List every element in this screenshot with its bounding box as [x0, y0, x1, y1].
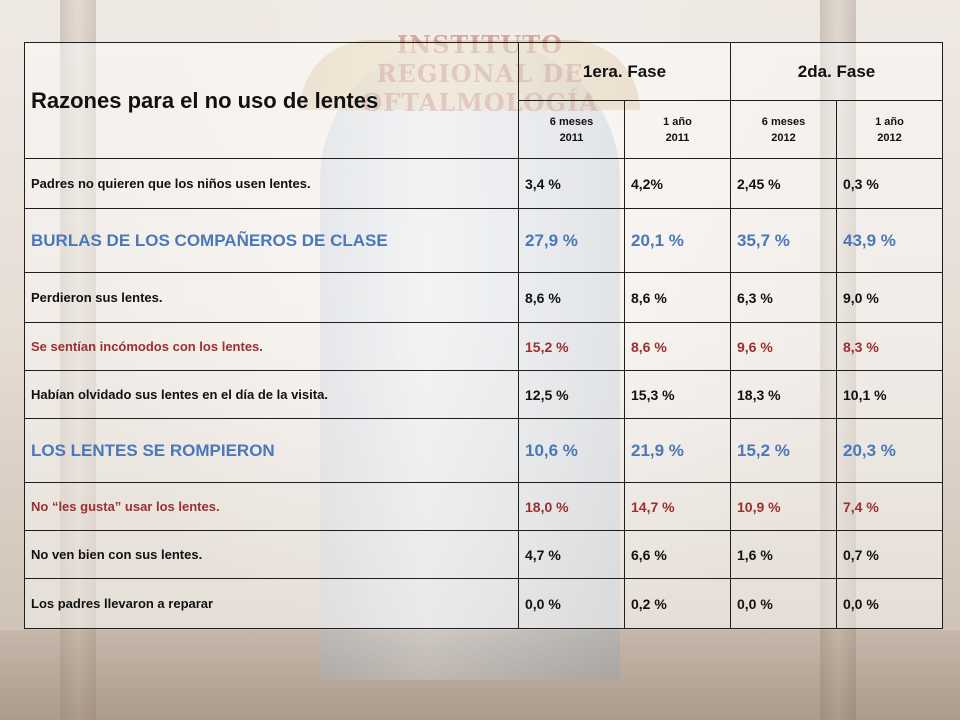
- value-cell: 4,2%: [624, 158, 731, 209]
- value-cell: 6,3 %: [730, 272, 837, 323]
- header-row-phases: Razones para el no uso de lentes 1era. F…: [24, 42, 943, 159]
- table-row: Padres no quieren que los niños usen len…: [24, 158, 943, 209]
- table-row: LOS LENTES SE ROMPIERON 10,6 % 21,9 % 15,2 …: [24, 418, 943, 483]
- reason-cell: LOS LENTES SE ROMPIERON: [24, 418, 519, 483]
- value-cell: 1,6 %: [730, 530, 837, 579]
- value-cell: 20,1 %: [624, 208, 731, 273]
- value-cell: 0,3 %: [836, 158, 943, 209]
- value-cell: 14,7 %: [624, 482, 731, 531]
- value-cell: 8,6 %: [518, 272, 625, 323]
- period-header: 1 año 2012: [836, 100, 943, 159]
- reason-cell: Se sentían incómodos con los lentes.: [24, 322, 519, 371]
- value-cell: 21,9 %: [624, 418, 731, 483]
- period-header: 6 meses 2011: [518, 100, 625, 159]
- table-row: Se sentían incómodos con los lentes. 15,2…: [24, 322, 943, 371]
- value-cell: 8,6 %: [624, 272, 731, 323]
- phase-1-header: 1era. Fase: [518, 42, 731, 101]
- reason-cell: No ven bien con sus lentes.: [24, 530, 519, 579]
- value-cell: 18,3 %: [730, 370, 837, 419]
- period-header: 6 meses 2012: [730, 100, 837, 159]
- table-title: Razones para el no uso de lentes: [24, 42, 519, 159]
- value-cell: 0,2 %: [624, 578, 731, 629]
- value-cell: 0,0 %: [730, 578, 837, 629]
- value-cell: 9,0 %: [836, 272, 943, 323]
- table-row: Los padres llevaron a reparar 0,0 % 0,2 % 0…: [24, 578, 943, 629]
- table-row: Habían olvidado sus lentes en el día de …: [24, 370, 943, 419]
- reason-cell: Padres no quieren que los niños usen len…: [24, 158, 519, 209]
- value-cell: 10,6 %: [518, 418, 625, 483]
- value-cell: 7,4 %: [836, 482, 943, 531]
- value-cell: 4,7 %: [518, 530, 625, 579]
- header-row-periods: 6 meses 2011 1 año 2011 6 meses 2012 1 año 2…: [25, 100, 943, 159]
- value-cell: 6,6 %: [624, 530, 731, 579]
- value-cell: 8,6 %: [624, 322, 731, 371]
- value-cell: 3,4 %: [518, 158, 625, 209]
- reasons-table: Razones para el no uso de lentes 1era. F…: [24, 42, 943, 629]
- value-cell: 10,1 %: [836, 370, 943, 419]
- value-cell: 15,2 %: [730, 418, 837, 483]
- reason-cell: Los padres llevaron a reparar: [24, 578, 519, 629]
- value-cell: 0,0 %: [518, 578, 625, 629]
- background-ground: [0, 630, 960, 720]
- value-cell: 8,3 %: [836, 322, 943, 371]
- period-header: 1 año 2011: [624, 100, 731, 159]
- table-row: No “les gusta” usar los lentes. 18,0 % 14,…: [24, 482, 943, 531]
- reason-cell: Perdieron sus lentes.: [24, 272, 519, 323]
- value-cell: 2,45 %: [730, 158, 837, 209]
- value-cell: 9,6 %: [730, 322, 837, 371]
- value-cell: 20,3 %: [836, 418, 943, 483]
- value-cell: 15,3 %: [624, 370, 731, 419]
- value-cell: 43,9 %: [836, 208, 943, 273]
- value-cell: 12,5 %: [518, 370, 625, 419]
- reason-cell: No “les gusta” usar los lentes.: [24, 482, 519, 531]
- table-row: BURLAS DE LOS COMPAÑEROS DE CLASE 27,9 % 2…: [24, 208, 943, 273]
- value-cell: 0,7 %: [836, 530, 943, 579]
- value-cell: 18,0 %: [518, 482, 625, 531]
- table-row: Perdieron sus lentes. 8,6 % 8,6 % 6,3 % 9,0 …: [24, 272, 943, 323]
- table-row: No ven bien con sus lentes. 4,7 % 6,6 % 1,6…: [24, 530, 943, 579]
- value-cell: 35,7 %: [730, 208, 837, 273]
- value-cell: 10,9 %: [730, 482, 837, 531]
- value-cell: 15,2 %: [518, 322, 625, 371]
- value-cell: 0,0 %: [836, 578, 943, 629]
- phase-2-header: 2da. Fase: [730, 42, 943, 101]
- reason-cell: Habían olvidado sus lentes en el día de …: [24, 370, 519, 419]
- reason-cell: BURLAS DE LOS COMPAÑEROS DE CLASE: [24, 208, 519, 273]
- value-cell: 27,9 %: [518, 208, 625, 273]
